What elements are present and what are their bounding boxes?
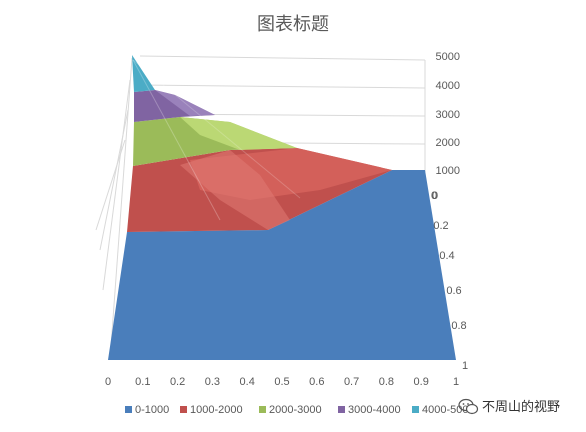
legend-entry: 3000-4000	[338, 404, 401, 416]
x-tick-label: 0.8	[379, 376, 394, 388]
x-tick-label: 0	[105, 376, 111, 388]
legend-swatch	[180, 406, 187, 413]
y-tick-label: 0.2	[433, 220, 448, 232]
x-tick-label: 0.7	[344, 376, 359, 388]
legend-entry: 0-1000	[125, 404, 169, 416]
legend-label: 2000-3000	[269, 404, 322, 416]
legend: 0-1000 1000-2000 2000-3000 3000-4000 4000-50…	[125, 404, 475, 416]
y-tick-label: 0.8	[451, 320, 466, 332]
legend-swatch	[412, 406, 419, 413]
facet-line	[132, 59, 301, 199]
left-wall-line	[99, 109, 129, 251]
left-wall-line	[102, 79, 131, 291]
z-tick-label: 1000	[436, 165, 460, 177]
x-tick-label: 0.6	[309, 376, 324, 388]
z-tick-label: 4000	[436, 80, 460, 92]
legend-entry: 1000-2000	[180, 404, 243, 416]
y-tick-label: 0.6	[446, 285, 461, 297]
watermark-text: 不周山的视野	[482, 399, 560, 415]
legend-label: 4000-5000	[422, 404, 475, 416]
y-tick-label: 0.4	[439, 250, 454, 262]
legend-swatch	[259, 406, 266, 413]
legend-entry: 4000-5000	[412, 404, 475, 416]
facet-line	[132, 59, 221, 221]
z-tick-label: 2000	[436, 137, 460, 149]
legend-swatch	[125, 406, 132, 413]
watermark: 不周山的视野	[458, 398, 560, 415]
y-tick-label: 1	[462, 360, 468, 372]
legend-swatch	[338, 406, 345, 413]
legend-label: 1000-2000	[190, 404, 243, 416]
x-tick-label: 0.3	[205, 376, 220, 388]
z-tick-label: 3000	[436, 109, 460, 121]
chart-title: 图表标题	[257, 14, 329, 35]
x-axis-ticks: 0 0.1 0.2 0.3 0.4 0.5 0.6 0.7 0.8 0.9 1	[105, 376, 459, 388]
x-tick-label: 0.4	[240, 376, 255, 388]
x-tick-label: 0.9	[414, 376, 429, 388]
z-gridline	[139, 84, 426, 89]
band-0-1000	[108, 170, 456, 360]
band-2000-3000-highlight	[180, 117, 297, 150]
z-axis-ticks: 1000 2000 3000 4000 5000 0	[432, 51, 460, 202]
z-tick-label: 0	[432, 190, 438, 202]
x-tick-label: 1	[453, 376, 459, 388]
x-tick-label: 0.1	[135, 376, 150, 388]
x-tick-label: 0.5	[274, 376, 289, 388]
band-2000-3000	[133, 117, 297, 166]
z-gridline	[139, 55, 426, 61]
z-tick-label: 5000	[436, 51, 460, 63]
wechat-icon	[458, 398, 479, 415]
y-axis-ticks: 0 0.2 0.4 0.6 0.8 1	[431, 190, 468, 372]
y-tick-label: 0	[431, 190, 437, 202]
left-wall-line	[95, 139, 126, 231]
band-3000-4000-highlight	[155, 90, 215, 116]
left-wall-line	[109, 57, 133, 361]
x-tick-label: 0.2	[170, 376, 185, 388]
surface-plot	[108, 55, 456, 360]
band-1000-2000-highlight	[180, 150, 290, 230]
legend-label: 3000-4000	[348, 404, 401, 416]
legend-label: 0-1000	[135, 404, 169, 416]
legend-entry: 2000-3000	[259, 404, 322, 416]
band-4000-5000	[132, 55, 155, 92]
